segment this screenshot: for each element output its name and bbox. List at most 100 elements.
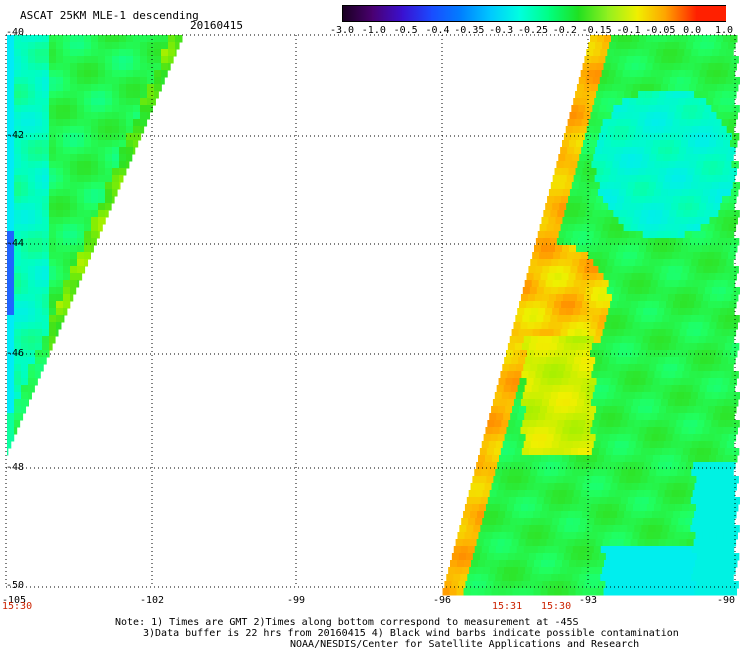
swath-cell bbox=[105, 119, 113, 127]
swath-cell bbox=[625, 84, 634, 92]
swath-cell bbox=[633, 448, 642, 456]
swath-cell bbox=[501, 497, 510, 505]
swath-cell bbox=[721, 357, 729, 365]
swath-cell bbox=[616, 462, 624, 470]
swath-cell bbox=[686, 434, 695, 442]
swath-cell bbox=[559, 280, 568, 288]
swath-cell bbox=[729, 196, 737, 204]
swath-cell bbox=[629, 518, 637, 526]
swath-cell bbox=[7, 98, 15, 106]
swath-cell bbox=[570, 581, 578, 589]
swath-cell bbox=[536, 497, 545, 505]
swath-cell bbox=[544, 469, 552, 477]
swath-cell bbox=[547, 378, 556, 386]
swath-cell bbox=[42, 273, 50, 281]
swath-cell bbox=[702, 532, 710, 540]
swath-cell bbox=[7, 308, 15, 316]
swath-cell bbox=[600, 231, 609, 239]
swath-cell bbox=[693, 567, 701, 575]
swath-cell bbox=[70, 273, 78, 281]
swath-cell bbox=[147, 112, 151, 120]
swath-cell bbox=[719, 469, 727, 477]
swath-cell bbox=[717, 56, 725, 64]
swath-cell bbox=[714, 567, 722, 575]
swath-cell bbox=[119, 119, 127, 127]
swath-cell bbox=[98, 98, 106, 106]
swath-cell bbox=[42, 56, 50, 64]
swath-cell bbox=[610, 511, 618, 519]
swath-cell bbox=[666, 273, 675, 281]
swath-cell bbox=[576, 217, 584, 225]
swath-cell bbox=[549, 581, 557, 589]
swath-cell bbox=[620, 105, 628, 113]
swath-cell bbox=[7, 133, 15, 141]
swath-cell bbox=[483, 567, 491, 575]
colorbar-tick-label: -0.35 bbox=[454, 25, 485, 36]
swath-cell bbox=[98, 203, 106, 211]
swath-cell bbox=[464, 504, 473, 512]
swath-cell bbox=[640, 448, 649, 456]
swath-cell bbox=[626, 161, 634, 169]
swath-cell bbox=[642, 154, 650, 162]
swath-cell bbox=[715, 168, 724, 176]
swath-cell bbox=[529, 525, 537, 533]
swath-cell bbox=[543, 497, 552, 505]
swath-cell bbox=[679, 224, 688, 232]
swath-cell bbox=[635, 364, 643, 372]
swath-cell bbox=[703, 238, 712, 246]
swath-cell bbox=[716, 217, 724, 225]
swath-cell bbox=[598, 133, 607, 141]
swath-cell bbox=[570, 476, 578, 484]
swath-cell bbox=[625, 217, 633, 225]
swath-cell bbox=[631, 168, 640, 176]
swath-cell bbox=[712, 469, 720, 477]
swath-cell bbox=[498, 378, 507, 386]
swath-cell bbox=[641, 420, 649, 428]
swath-cell bbox=[14, 35, 22, 43]
swath-cell bbox=[670, 259, 678, 267]
swath-cell bbox=[710, 343, 719, 351]
swath-cell bbox=[478, 560, 486, 568]
swath-cell bbox=[652, 91, 660, 99]
swath-cell bbox=[712, 546, 721, 554]
swath-cell bbox=[28, 203, 36, 211]
swath-cell bbox=[594, 413, 602, 421]
swath-cell bbox=[14, 259, 22, 267]
swath-cell bbox=[694, 196, 702, 204]
swath-cell bbox=[693, 147, 701, 155]
swath-cell bbox=[536, 420, 544, 428]
swath-cell bbox=[644, 252, 652, 260]
swath-cell bbox=[7, 91, 15, 99]
swath-cell bbox=[673, 483, 682, 491]
swath-cell bbox=[638, 406, 646, 414]
swath-cell bbox=[550, 287, 559, 295]
swath-cell bbox=[681, 350, 689, 358]
swath-cell bbox=[549, 371, 557, 379]
swath-cell bbox=[598, 56, 606, 64]
swath-cell bbox=[580, 280, 589, 288]
swath-cell bbox=[573, 518, 581, 526]
swath-cell bbox=[646, 189, 655, 197]
swath-cell bbox=[587, 98, 595, 106]
swath-cell bbox=[614, 364, 622, 372]
swath-cell bbox=[640, 266, 648, 274]
swath-cell bbox=[694, 91, 702, 99]
swath-cell bbox=[703, 133, 712, 141]
swath-cell bbox=[7, 63, 15, 71]
swath-cell bbox=[584, 553, 593, 561]
swath-cell bbox=[729, 511, 737, 519]
swath-cell bbox=[677, 364, 685, 372]
swath-cell bbox=[710, 238, 719, 246]
swath-cell bbox=[77, 56, 85, 64]
swath-cell bbox=[546, 357, 554, 365]
swath-cell bbox=[576, 140, 584, 148]
swath-cell bbox=[714, 434, 723, 442]
swath-cell bbox=[28, 154, 36, 162]
swath-cell bbox=[694, 588, 703, 596]
swath-cell bbox=[627, 77, 636, 85]
swath-cell bbox=[706, 385, 715, 393]
swath-cell bbox=[112, 161, 120, 169]
swath-cell bbox=[585, 182, 594, 190]
swath-cell bbox=[574, 329, 583, 337]
swath-cell bbox=[662, 420, 670, 428]
